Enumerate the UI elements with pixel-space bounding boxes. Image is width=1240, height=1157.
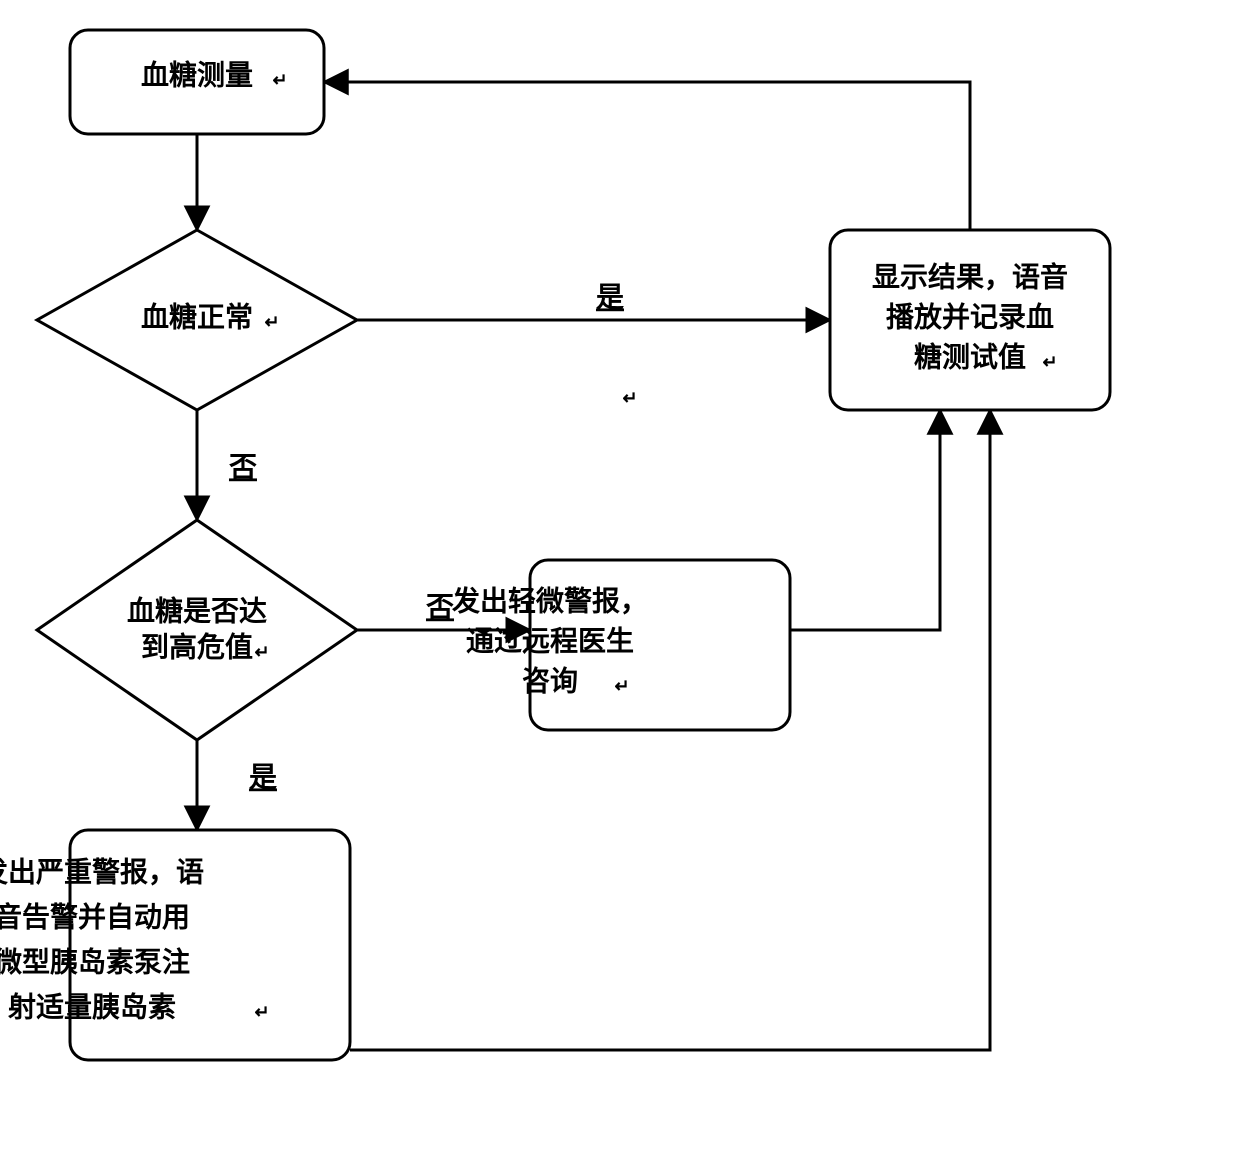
node-decision2: 血糖是否达 到高危值 ↵ xyxy=(37,520,357,740)
decision2-line1: 血糖是否达 xyxy=(127,594,267,627)
severe-line4: 射适量胰岛素 xyxy=(7,990,176,1023)
edge-minor-to-result xyxy=(790,410,940,630)
label-d2-yes: 是 xyxy=(249,762,277,793)
result-line2: 播放并记录血 xyxy=(886,300,1054,333)
label-d2-no: 否 xyxy=(426,592,454,623)
svg-text:↵: ↵ xyxy=(254,1002,269,1022)
node-result: 显示结果，语音 播放并记录血 糖测试值 ↵ xyxy=(830,230,1110,410)
node-minor-alarm: 发出轻微警报， 通过远程医生 咨询 ↵ xyxy=(451,560,790,730)
svg-text:↵: ↵ xyxy=(1042,352,1057,372)
result-line3: 糖测试值 xyxy=(914,341,1026,373)
node-start: 血糖测量 ↵ xyxy=(70,30,324,134)
node-severe-alarm: 发出严重警报，语 音告警并自动用 微型胰岛素泵注 射适量胰岛素 ↵ xyxy=(0,830,350,1060)
start-label: 血糖测量 xyxy=(141,58,253,91)
minor-line3: 咨询 xyxy=(522,665,578,697)
severe-line3: 微型胰岛素泵注 xyxy=(0,945,190,978)
decision2-line2: 到高危值 xyxy=(141,631,253,663)
node-decision1: 血糖正常 ↵ xyxy=(37,230,357,410)
stray-mark: ↵ xyxy=(622,388,637,408)
minor-line2: 通过远程医生 xyxy=(466,625,634,657)
severe-line2: 音告警并自动用 xyxy=(0,900,190,933)
label-d1-yes: 是 xyxy=(596,282,624,313)
edge-result-to-start xyxy=(324,82,970,230)
svg-text:↵: ↵ xyxy=(254,642,269,662)
svg-text:↵: ↵ xyxy=(614,676,629,696)
svg-text:↵: ↵ xyxy=(272,70,287,90)
svg-text:↵: ↵ xyxy=(264,312,279,332)
label-d1-no: 否 xyxy=(229,452,257,483)
result-line1: 显示结果，语音 xyxy=(872,260,1068,293)
minor-line1: 发出轻微警报， xyxy=(451,584,648,617)
decision1-label: 血糖正常 xyxy=(141,300,253,333)
severe-line1: 发出严重警报，语 xyxy=(0,855,204,888)
